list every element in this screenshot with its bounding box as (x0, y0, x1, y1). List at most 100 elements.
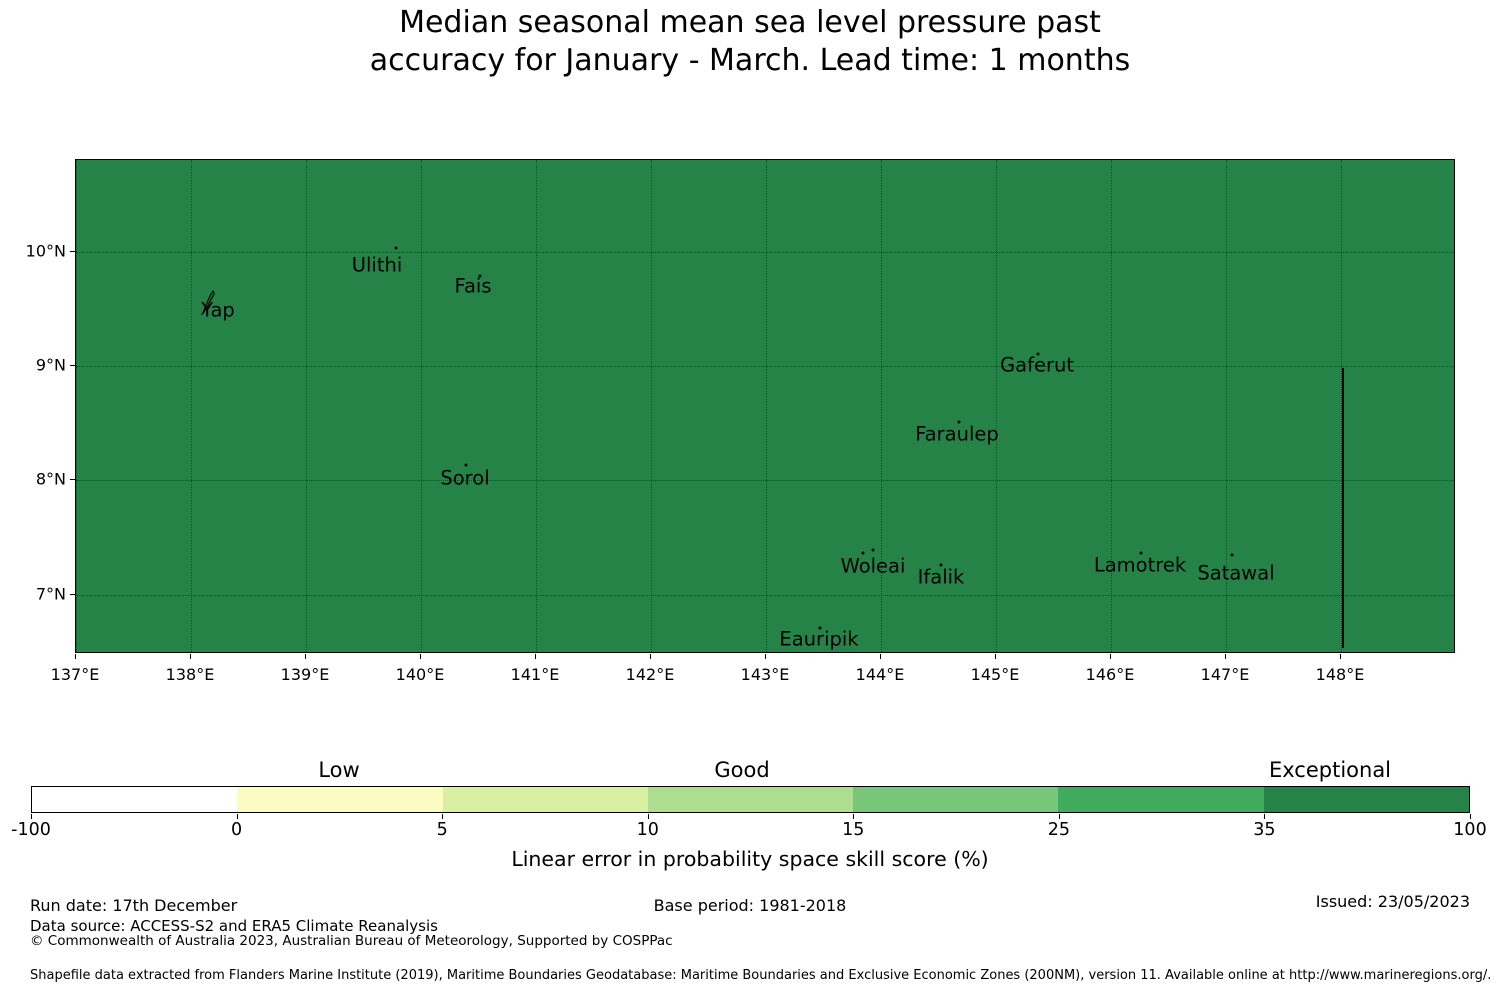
colorbar-tick-label: 15 (842, 820, 865, 840)
island-label: Eauripik (779, 627, 859, 651)
x-axis-tick-label: 147°E (1200, 665, 1250, 684)
x-axis-tickmark (420, 654, 421, 659)
x-axis-tickmark (765, 654, 766, 659)
y-axis-tick-label: 7°N (35, 584, 66, 604)
x-axis-tick-label: 142°E (625, 665, 675, 684)
gridline-vertical (76, 160, 77, 652)
island-marker-dot (1036, 352, 1040, 356)
issued-date-text: Issued: 23/05/2023 (1315, 892, 1470, 911)
x-axis-tick-label: 138°E (165, 665, 215, 684)
colorbar-segment (853, 787, 1059, 812)
y-axis-tickmark (70, 479, 75, 480)
gridline-vertical (881, 160, 882, 652)
colorbar-segment (1058, 787, 1264, 812)
island-marker-dot (818, 626, 822, 630)
x-axis-tick-label: 137°E (50, 665, 100, 684)
island-label: Lamotrek (1093, 553, 1187, 577)
figure-title: Median seasonal mean sea level pressure … (0, 4, 1500, 80)
gridline-vertical (1111, 160, 1112, 652)
x-axis-tickmark (305, 654, 306, 659)
island-label: Yap (201, 298, 235, 322)
island-marker-dot (939, 563, 943, 567)
gridline-vertical (536, 160, 537, 652)
map-plot-area: Yap Ulithi Fais Sorol Gaferut Faraulep Woleai I… (75, 159, 1455, 653)
x-axis-tickmark (535, 654, 536, 659)
x-axis-tickmark (190, 654, 191, 659)
y-axis-tick-label: 8°N (35, 469, 66, 489)
gridline-horizontal (76, 252, 1454, 253)
gridline-vertical (191, 160, 192, 652)
island-marker-dot (478, 274, 482, 278)
gridline-vertical (766, 160, 767, 652)
copyright-text: © Commonwealth of Australia 2023, Austra… (30, 933, 673, 949)
island-marker-dot (394, 246, 398, 250)
x-axis-tickmark (1340, 654, 1341, 659)
colorbar-tick-label: 5 (436, 820, 448, 840)
colorbar-segment (647, 787, 854, 812)
island-marker-dot (861, 551, 865, 555)
x-axis-tick-label: 146°E (1085, 665, 1135, 684)
colorbar-segment (1263, 787, 1469, 812)
colorbar-tickmark (853, 814, 855, 819)
colorbar-tickmark (1264, 814, 1266, 819)
figure-title-line1: Median seasonal mean sea level pressure … (399, 5, 1101, 40)
colorbar-tick-label: -100 (11, 820, 51, 840)
colorbar (31, 786, 1470, 813)
colorbar-category-label: Good (714, 758, 770, 782)
colorbar-tick-label: 10 (636, 820, 659, 840)
island-shape (200, 290, 223, 320)
x-axis-tick-label: 139°E (280, 665, 330, 684)
data-source-text: Data source: ACCESS-S2 and ERA5 Climate … (30, 917, 438, 935)
colorbar-category-label: Exceptional (1268, 758, 1392, 782)
island-label: Gaferut (1000, 353, 1074, 377)
shapefile-attribution-text: Shapefile data extracted from Flanders M… (30, 968, 1492, 983)
gridline-vertical (1226, 160, 1227, 652)
y-axis-tickmark (70, 251, 75, 252)
y-axis-tick-label: 9°N (35, 355, 66, 375)
run-date-text: Run date: 17th December (30, 896, 238, 915)
island-marker-dot (464, 463, 468, 467)
colorbar-tickmark (1470, 814, 1471, 819)
island-marker-dot (1230, 553, 1234, 557)
colorbar-tick-label: 100 (1453, 820, 1487, 840)
colorbar-segment (237, 787, 443, 812)
gridline-horizontal (76, 595, 1454, 596)
island-label: Ifalik (917, 565, 965, 589)
eez-boundary-line (1342, 368, 1344, 648)
gridline-vertical (651, 160, 652, 652)
colorbar-tick-label: 25 (1047, 820, 1070, 840)
gridline-vertical (1341, 160, 1342, 652)
gridline-horizontal (76, 366, 1454, 367)
island-label: Faraulep (915, 422, 999, 446)
colorbar-tickmark (31, 814, 32, 819)
gridline-horizontal (76, 480, 1454, 481)
island-marker-dot (1139, 551, 1143, 555)
y-axis-tick-label: 10°N (25, 241, 66, 261)
y-axis-tickmark (70, 594, 75, 595)
x-axis-tickmark (880, 654, 881, 659)
colorbar-tickmark (442, 814, 444, 819)
gridline-vertical (421, 160, 422, 652)
island-label: Satawal (1197, 561, 1275, 585)
island-label: Fais (454, 274, 492, 298)
x-axis-tick-label: 145°E (970, 665, 1020, 684)
x-axis-tickmark (650, 654, 651, 659)
colorbar-tick-label: 0 (230, 820, 243, 840)
y-axis-tickmark (70, 365, 75, 366)
colorbar-tick-label: 35 (1253, 820, 1276, 840)
gridline-vertical (306, 160, 307, 652)
x-axis-tickmark (1225, 654, 1226, 659)
x-axis-tickmark (995, 654, 996, 659)
colorbar-tickmark (647, 814, 649, 819)
colorbar-segment (32, 787, 238, 812)
base-period-text: Base period: 1981-2018 (653, 896, 847, 915)
gridline-vertical (996, 160, 997, 652)
island-marker-dot (957, 420, 961, 424)
island-marker-dot (871, 548, 875, 552)
x-axis-tick-label: 144°E (855, 665, 905, 684)
colorbar-category-label: Low (318, 758, 360, 782)
x-axis-tick-label: 141°E (510, 665, 560, 684)
x-axis-tick-label: 143°E (740, 665, 790, 684)
island-label: Woleai (840, 554, 906, 578)
